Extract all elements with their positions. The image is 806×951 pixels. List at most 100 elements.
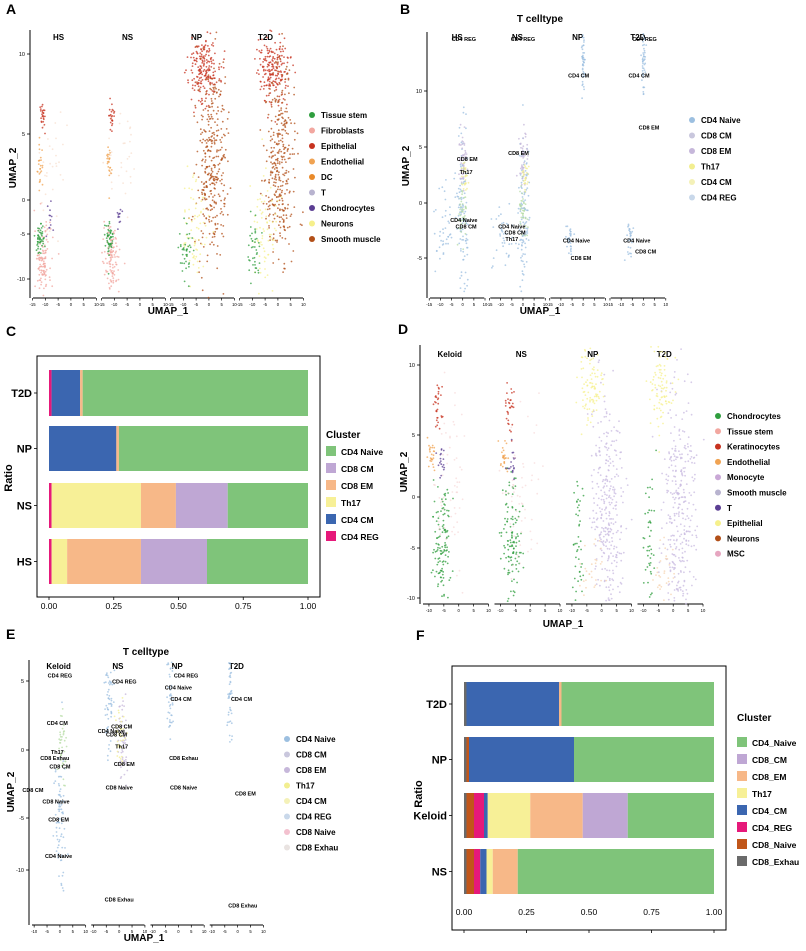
umap-point [210, 172, 213, 175]
umap-point [280, 63, 283, 66]
umap-point [673, 576, 676, 578]
umap-point [437, 486, 439, 488]
umap-point [665, 473, 668, 476]
umap-point [217, 110, 220, 112]
umap-point [204, 155, 207, 158]
umap-point [582, 574, 585, 577]
group-label-ns: NS [516, 350, 528, 359]
umap-point [659, 385, 662, 388]
umap-point [600, 531, 603, 534]
umap-point [197, 176, 200, 179]
umap-point [610, 444, 613, 447]
umap-point [195, 50, 198, 53]
umap-point [463, 196, 466, 199]
umap-point [193, 77, 196, 80]
umap-point [615, 439, 618, 442]
umap-point [208, 165, 211, 168]
umap-point [433, 500, 436, 503]
umap-point [203, 129, 205, 131]
umap-point [515, 537, 517, 540]
umap-point [507, 492, 510, 494]
umap-point [217, 193, 220, 196]
umap-point [653, 350, 656, 353]
umap-point [288, 243, 290, 245]
umap-point [283, 71, 286, 73]
umap-point [126, 769, 129, 772]
umap-point [211, 117, 214, 120]
umap-point [281, 189, 283, 192]
umap-point [113, 115, 115, 117]
umap-point [109, 154, 112, 157]
x-tick-label: 0 [139, 302, 142, 307]
umap-point [681, 453, 683, 456]
umap-point [510, 500, 513, 503]
umap-point [219, 212, 222, 215]
y-tick-label: 10 [416, 89, 422, 95]
umap-point [506, 382, 508, 384]
umap-point [222, 61, 225, 63]
umap-point [208, 118, 211, 120]
umap-point [284, 99, 286, 101]
umap-point [202, 70, 205, 73]
umap-point [254, 267, 257, 269]
umap-point [512, 487, 515, 490]
umap-point [580, 548, 582, 551]
umap-point [217, 149, 220, 152]
umap-point [460, 274, 463, 277]
umap-point [463, 142, 466, 145]
umap-point [215, 87, 217, 90]
bar-segment-t2d-cd4-reg [49, 370, 52, 416]
umap-point [581, 68, 584, 71]
bar-segment-np-cd4-naive [118, 426, 309, 471]
umap-point [277, 104, 280, 107]
bar-segment-t2d-cd4-naive [561, 682, 714, 726]
umap-point [103, 250, 106, 253]
umap-point [106, 162, 109, 165]
legend-item-t: T [321, 189, 326, 198]
umap-point [495, 218, 498, 220]
umap-point [440, 394, 442, 396]
umap-point [599, 563, 602, 565]
umap-point [595, 518, 598, 521]
umap-point [43, 262, 45, 265]
cluster-label-cd8-cm: CD8 CM [635, 250, 657, 256]
umap-point [675, 546, 678, 548]
umap-point [464, 151, 467, 154]
legend-swatch [284, 798, 290, 804]
umap-point [598, 446, 601, 449]
umap-point [459, 287, 462, 289]
umap-point [667, 592, 670, 594]
y-axis-label: UMAP_2 [399, 451, 410, 492]
x-tick-label: -10 [209, 929, 216, 934]
umap-point [458, 157, 461, 160]
umap-point [658, 584, 660, 587]
umap-point [519, 544, 522, 546]
umap-point [457, 187, 460, 190]
umap-point [168, 721, 171, 723]
y-tick-label: 0 [22, 198, 25, 204]
umap-point [169, 738, 172, 740]
umap-point [615, 546, 618, 549]
umap-point [511, 236, 513, 239]
umap-point [597, 422, 599, 424]
umap-point [435, 570, 438, 573]
umap-point [648, 545, 651, 547]
legend-item-cd8-naive: CD8_Naive [752, 840, 797, 850]
x-tick-label: -10 [90, 929, 97, 934]
umap-point [258, 243, 261, 245]
umap-point [607, 432, 609, 435]
umap-point [501, 489, 504, 492]
umap-point [108, 137, 110, 140]
umap-point [273, 97, 276, 100]
umap-point [103, 224, 106, 227]
umap-point [459, 211, 461, 214]
cluster-label-cd8-em: CD8 EM [48, 817, 69, 823]
x-axis-label: UMAP_1 [148, 306, 189, 317]
umap-point [215, 155, 218, 158]
umap-point [464, 149, 467, 152]
umap-point [266, 274, 269, 276]
umap-point [439, 576, 442, 579]
x-tick-label: -5 [45, 929, 49, 934]
umap-point [284, 192, 286, 195]
